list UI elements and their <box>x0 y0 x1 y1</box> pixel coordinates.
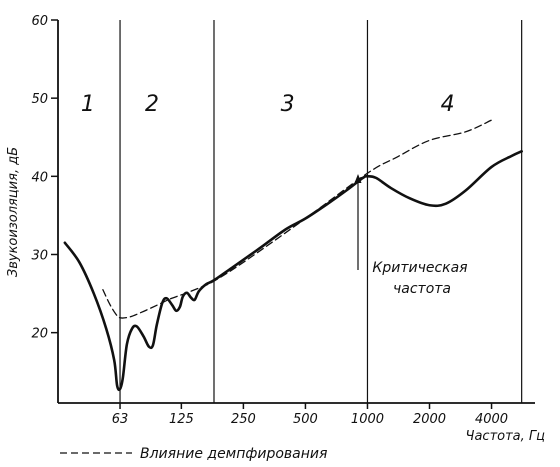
legend-entry-damping: Влияние демпфирования <box>140 446 327 462</box>
damping-dashed-curve <box>102 119 493 319</box>
region-label-1: 1 <box>81 92 95 117</box>
y-axis-title: Звукоизоляция, дБ <box>6 147 21 277</box>
region-boundaries <box>119 20 523 403</box>
sound-insulation-curve <box>63 150 523 392</box>
critical-frequency-arrow-head <box>354 174 362 183</box>
y-tick-label-40: 40 <box>31 170 48 185</box>
region-label-4: 4 <box>441 92 455 117</box>
critical-frequency-label-line1: Критическая <box>372 260 467 276</box>
y-tick-label-60: 60 <box>31 14 48 29</box>
x-tick-label-125: 125 <box>169 412 194 427</box>
region-label-3: 3 <box>281 92 295 117</box>
axis-ticks: 20 30 40 50 60 63 125 250 500 1000 2000 4000 <box>31 14 508 427</box>
y-tick-label-20: 20 <box>31 327 48 342</box>
y-tick-label-50: 50 <box>31 92 48 107</box>
legend: Влияние демпфирования <box>60 446 327 462</box>
critical-frequency-annotation: Критическая частота <box>354 174 468 297</box>
x-tick-label-2000: 2000 <box>413 412 446 427</box>
region-label-2: 2 <box>145 92 159 117</box>
series-layer <box>63 119 523 392</box>
x-tick-label-1000: 1000 <box>351 412 384 427</box>
x-tick-label-63: 63 <box>112 412 129 427</box>
axes <box>57 20 535 404</box>
x-tick-label-500: 500 <box>293 412 318 427</box>
region-labels: 1 2 3 4 <box>81 92 455 117</box>
x-tick-label-4000: 4000 <box>475 412 508 427</box>
x-tick-label-250: 250 <box>231 412 256 427</box>
y-tick-label-30: 30 <box>31 248 48 263</box>
x-axis-title: Частота, Гц <box>466 429 546 444</box>
critical-frequency-label-line2: частота <box>393 281 451 297</box>
